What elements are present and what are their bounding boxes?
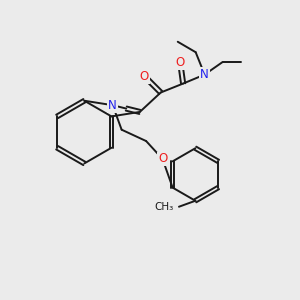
Text: O: O <box>140 70 149 83</box>
Text: CH₃: CH₃ <box>154 202 174 212</box>
Text: N: N <box>108 99 117 112</box>
Text: O: O <box>176 56 185 69</box>
Text: N: N <box>200 68 209 81</box>
Text: O: O <box>158 152 167 166</box>
